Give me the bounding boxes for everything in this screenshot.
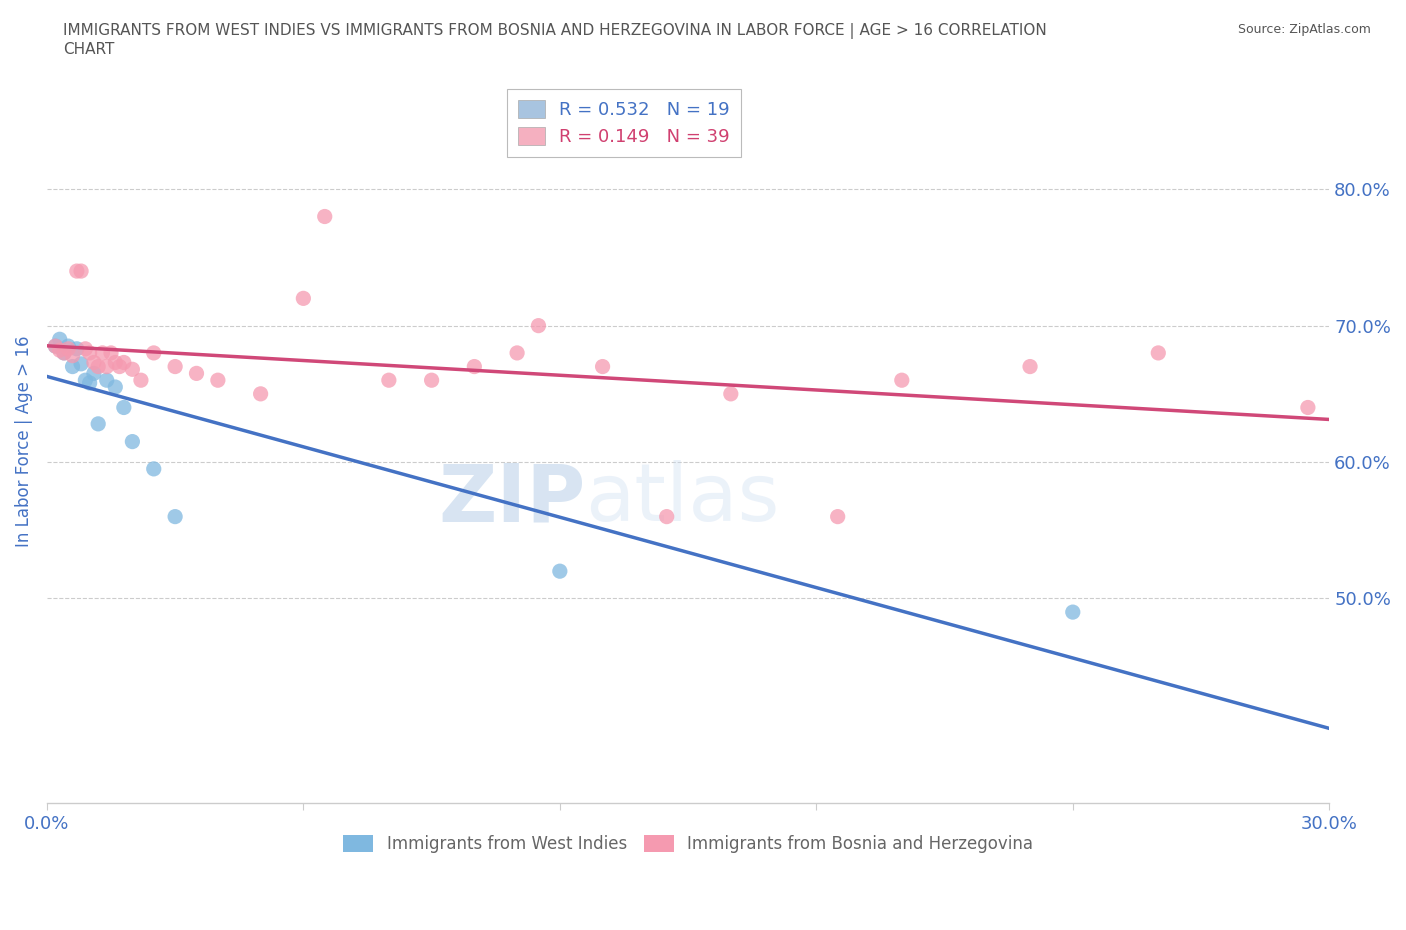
Point	[44, 339, 66, 353]
Point	[87, 359, 110, 374]
Point	[79, 376, 101, 391]
Y-axis label: In Labor Force | Age > 16: In Labor Force | Age > 16	[15, 336, 32, 548]
Point	[91, 345, 114, 360]
Point	[527, 318, 550, 333]
Point	[58, 339, 80, 353]
Point	[44, 339, 66, 353]
Text: ZIP: ZIP	[439, 460, 585, 538]
Point	[79, 345, 101, 360]
Point	[142, 461, 165, 476]
Point	[720, 386, 742, 401]
Point	[66, 263, 89, 278]
Point	[53, 345, 76, 360]
Point	[121, 362, 143, 377]
Point	[890, 373, 912, 388]
Point	[121, 434, 143, 449]
Point	[314, 209, 336, 224]
Point	[104, 355, 127, 370]
Text: IMMIGRANTS FROM WEST INDIES VS IMMIGRANTS FROM BOSNIA AND HERZEGOVINA IN LABOR F: IMMIGRANTS FROM WEST INDIES VS IMMIGRANT…	[63, 23, 1047, 39]
Point	[104, 379, 127, 394]
Point	[62, 359, 84, 374]
Point	[249, 386, 271, 401]
Point	[83, 355, 105, 370]
Point	[1147, 345, 1170, 360]
Legend: Immigrants from West Indies, Immigrants from Bosnia and Herzegovina: Immigrants from West Indies, Immigrants …	[336, 829, 1039, 860]
Point	[100, 345, 122, 360]
Point	[142, 345, 165, 360]
Point	[129, 373, 152, 388]
Point	[292, 291, 315, 306]
Point	[827, 510, 849, 525]
Point	[112, 400, 135, 415]
Point	[87, 417, 110, 432]
Point	[165, 510, 187, 525]
Point	[112, 355, 135, 370]
Point	[1062, 604, 1084, 619]
Point	[53, 345, 76, 360]
Point	[48, 343, 70, 358]
Point	[48, 332, 70, 347]
Point	[548, 564, 571, 578]
Point	[62, 348, 84, 363]
Text: CHART: CHART	[63, 42, 115, 57]
Point	[75, 373, 97, 388]
Text: Source: ZipAtlas.com: Source: ZipAtlas.com	[1237, 23, 1371, 36]
Point	[96, 359, 118, 374]
Point	[75, 341, 97, 356]
Point	[207, 373, 229, 388]
Point	[108, 359, 131, 374]
Point	[83, 365, 105, 380]
Point	[420, 373, 443, 388]
Point	[378, 373, 401, 388]
Point	[165, 359, 187, 374]
Point	[70, 356, 93, 371]
Point	[592, 359, 614, 374]
Point	[463, 359, 485, 374]
Point	[66, 341, 89, 356]
Point	[70, 263, 93, 278]
Point	[506, 345, 529, 360]
Point	[655, 510, 678, 525]
Text: atlas: atlas	[585, 460, 780, 538]
Point	[186, 365, 208, 380]
Point	[1019, 359, 1042, 374]
Point	[58, 341, 80, 356]
Point	[1296, 400, 1319, 415]
Point	[96, 373, 118, 388]
